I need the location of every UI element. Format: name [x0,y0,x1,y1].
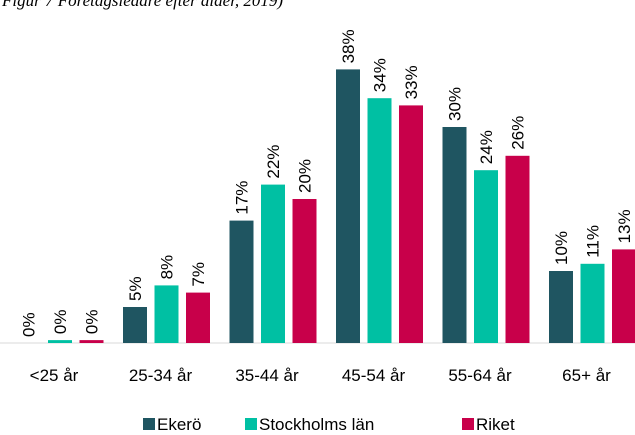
value-label: 10% [552,231,571,265]
legend-swatch [143,418,155,430]
bar [48,340,72,343]
bar [154,285,179,343]
bar [292,199,317,343]
bar [505,155,530,343]
bar [186,292,210,343]
value-label: 22% [264,145,283,179]
bar [229,220,254,343]
bar [79,340,104,343]
value-label: 26% [509,116,528,150]
value-label: 0% [83,310,102,335]
bar [474,170,498,343]
value-label: 8% [158,255,177,280]
bar [442,127,467,343]
value-label: 0% [20,312,39,337]
x-tick-label: 25-34 år [129,366,193,385]
value-label: 17% [233,181,252,215]
value-label: 24% [477,130,496,164]
x-tick-label: 55-64 år [448,366,512,385]
value-label: 20% [296,159,315,193]
value-label: 30% [446,87,465,121]
chart-title: Figur 7 Företagsledare efter ålder, 2019… [1,0,283,10]
bar [612,249,635,343]
bar [261,184,285,343]
bar [399,105,423,344]
value-label: 34% [371,58,390,92]
x-tick-label: <25 år [30,366,79,385]
x-tick-label: 65+ år [562,366,611,385]
bar [580,263,605,343]
legend-label: Riket [476,415,515,434]
value-label: 0% [51,310,70,335]
x-tick-label: 45-54 år [342,366,406,385]
x-tick-label: 35-44 år [235,366,299,385]
legend-swatch [245,418,257,430]
bar [549,271,573,343]
value-label: 13% [615,209,634,243]
value-label: 5% [126,276,145,301]
value-label: 7% [189,262,208,287]
bar [367,98,392,343]
legend-label: Stockholms län [259,415,374,434]
bar [123,307,147,343]
legend-swatch [462,418,474,430]
value-label: 33% [402,65,421,99]
bar [336,69,360,344]
legend-label: Ekerö [157,415,201,434]
value-label: 38% [339,29,358,63]
value-label: 11% [584,225,603,258]
